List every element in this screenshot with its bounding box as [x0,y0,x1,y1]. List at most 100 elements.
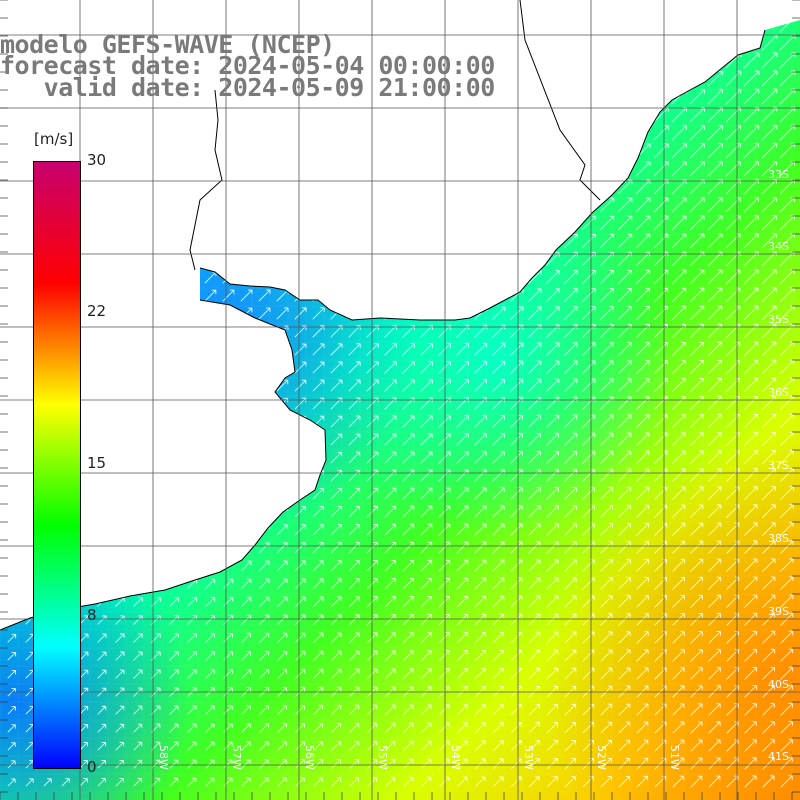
wind-arrow [761,179,777,195]
wind-arrow [312,596,324,608]
wind-arrow [654,522,668,536]
wind-arrow [456,668,468,680]
wind-arrow [294,614,306,626]
wind-arrow [205,741,215,751]
wind-arrow [672,486,686,500]
wind-arrow [384,433,397,446]
wind-arrow [618,631,631,644]
wind-arrow [599,306,614,321]
wind-arrow [474,631,487,644]
wind-arrow [635,306,650,321]
wind-arrow [187,723,197,733]
lon-label: 51W [668,745,681,770]
wind-arrow [672,613,685,626]
wind-arrow [313,777,323,787]
wind-arrow [618,649,631,662]
wind-arrow [582,721,595,734]
wind-arrow [7,778,16,787]
wind-arrow [600,776,612,788]
wind-arrow [743,305,759,321]
wind-arrow [402,343,415,356]
wind-arrow [115,669,125,679]
wind-arrow [564,432,578,446]
wind-arrow [600,739,613,752]
wind-arrow [187,597,197,607]
wind-arrow [618,378,632,392]
wind-arrow [653,233,669,249]
wind-arrow [349,740,360,751]
wind-arrow [7,742,16,751]
wind-arrow [618,757,631,770]
wind-arrow [635,360,650,375]
wind-arrow [474,360,488,374]
border-line [519,0,601,201]
wind-arrow [79,633,89,643]
wind-arrow [743,124,760,141]
wind-arrow [492,306,506,320]
wind-arrow [312,361,325,374]
wind-arrow [635,161,651,177]
wind-arrow [725,287,741,303]
wind-arrow [653,143,669,159]
wind-arrow [295,741,305,751]
wind-arrow [330,596,342,608]
wind-arrow [420,361,433,374]
wind-arrow [384,668,396,680]
wind-arrow [546,523,559,536]
wind-arrow [420,740,432,752]
wind-arrow [780,630,794,644]
wind-arrow [97,723,107,733]
wind-arrow [617,306,632,321]
wind-arrow [384,614,396,626]
coastline-north [199,29,766,321]
wind-arrow [240,596,252,608]
wind-arrow [743,215,759,231]
wind-arrow [79,651,89,661]
wind-arrow [671,287,687,303]
wind-arrow [456,559,469,572]
wind-arrow [25,778,34,787]
wind-arrow [510,342,524,356]
wind-arrow [330,668,342,680]
wind-arrow [97,778,106,787]
wind-arrow [546,649,559,662]
wind-arrow [313,741,323,751]
wind-arrow [689,432,704,447]
wind-arrow [295,777,305,787]
wind-arrow [528,432,542,446]
wind-arrow [385,776,396,787]
wind-arrow [223,633,233,643]
wind-arrow [312,632,324,644]
wind-arrow [689,197,705,213]
wind-arrow [528,667,541,680]
wind-arrow [618,486,632,500]
wind-arrow [671,342,686,357]
wind-arrow [671,305,687,321]
wind-arrow [672,558,686,572]
wind-arrow [690,504,704,518]
wind-arrow [762,648,776,662]
wind-arrow [707,233,723,249]
wind-arrow [528,776,540,788]
wind-arrow [492,451,505,464]
wind-arrow [277,668,288,679]
wind-arrow [600,450,614,464]
wind-arrow [115,741,125,751]
wind-arrow [222,289,235,302]
wind-arrow [546,505,559,518]
wind-arrow [438,451,451,464]
wind-arrow [672,739,685,752]
wind-arrow [43,778,52,787]
lon-label: 58W [157,745,170,770]
wind-arrow [564,631,577,644]
wind-arrow [259,632,270,643]
wind-arrow [582,739,595,752]
wind-arrow [474,541,487,554]
wind-arrow [241,651,251,661]
wind-arrow [456,451,469,464]
wind-arrow [654,558,668,572]
wind-arrow [294,650,306,662]
wind-arrow [672,540,686,554]
wind-arrow [545,288,560,303]
wind-arrow [546,432,560,446]
